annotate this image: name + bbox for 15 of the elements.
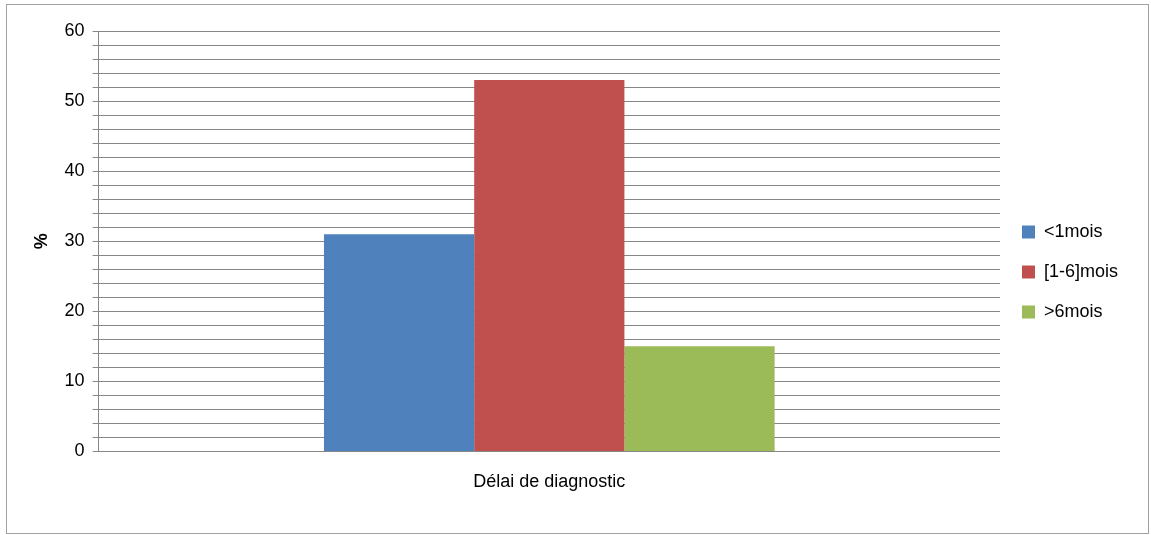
legend-label: <1mois: [1043, 220, 1103, 241]
y-tick-label: 10: [64, 370, 85, 391]
y-tick-label: 40: [64, 160, 85, 181]
bar: [624, 346, 775, 451]
y-tick-label: 20: [64, 300, 85, 321]
legend-label: >6mois: [1043, 300, 1103, 321]
y-tick-label: 30: [64, 230, 85, 251]
y-tick-label: 60: [64, 19, 85, 40]
y-tick-label: 50: [64, 90, 85, 111]
bar: [474, 80, 625, 451]
y-axis-title: %: [30, 233, 51, 250]
y-tick-label: 0: [74, 440, 85, 461]
legend-label: [1-6]mois: [1043, 260, 1119, 281]
bar: [323, 234, 475, 451]
x-tick-label: Délai de diagnostic: [473, 471, 626, 492]
